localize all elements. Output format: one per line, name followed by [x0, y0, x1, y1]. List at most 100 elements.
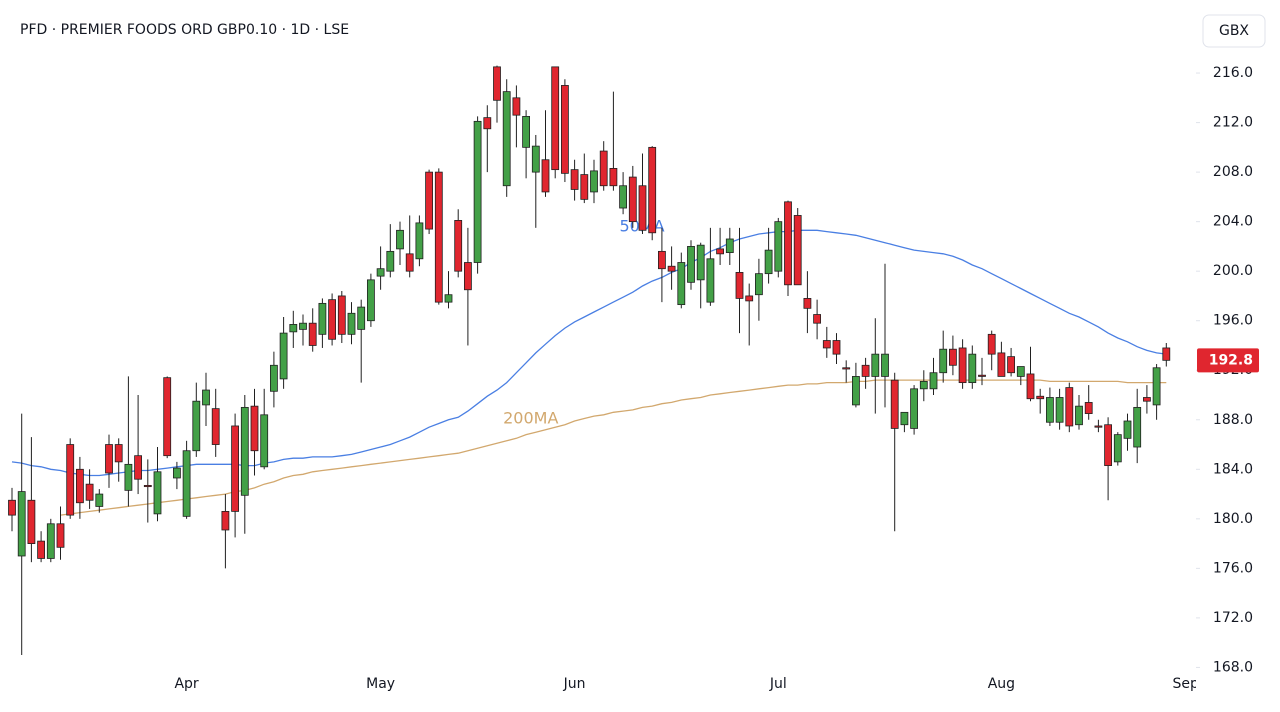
candle-body — [76, 468, 84, 504]
ma-label: 200MA — [503, 409, 558, 428]
candle-body — [541, 159, 550, 193]
candle-body — [949, 348, 957, 366]
candle-body — [1084, 402, 1093, 414]
x-tick-label: Sep — [1173, 676, 1200, 692]
y-tick-label: 168.0 — [1213, 659, 1253, 675]
candle-body — [619, 185, 627, 209]
candle-body — [105, 444, 113, 474]
candle-body — [425, 171, 434, 230]
candle-body — [279, 332, 288, 380]
candle-body — [871, 353, 880, 377]
candle-body — [861, 364, 870, 377]
candle-body — [580, 174, 589, 200]
currency-button[interactable] — [1202, 14, 1266, 48]
candle-body — [1143, 397, 1151, 402]
candle-body — [1123, 420, 1132, 439]
candle-body — [66, 444, 75, 516]
candle-body — [473, 120, 482, 263]
candle-body — [153, 471, 162, 515]
candle-body — [337, 295, 346, 335]
candle-body — [27, 499, 36, 544]
candle-body — [376, 268, 385, 277]
x-tick-label: Aug — [988, 676, 1015, 692]
candle-body — [493, 66, 501, 101]
candle-body — [1162, 347, 1171, 361]
candle-body — [46, 523, 55, 559]
candle-body — [434, 171, 443, 303]
candle-body — [648, 146, 657, 234]
candle-body — [813, 314, 821, 324]
candle-body — [561, 85, 569, 174]
candle-body — [638, 185, 647, 231]
candle-body — [803, 298, 812, 309]
candle-body — [308, 322, 317, 346]
candle-body — [366, 279, 375, 322]
y-tick-label: 180.0 — [1213, 511, 1253, 527]
candle-body — [415, 222, 424, 260]
y-tick-label: 212.0 — [1213, 115, 1253, 131]
candle-body — [706, 258, 715, 303]
candle-body — [1133, 406, 1142, 448]
candle-body — [599, 150, 608, 187]
candle-body — [522, 115, 530, 148]
candle-body — [1065, 387, 1074, 427]
candle-body — [1152, 367, 1161, 406]
candle-body — [143, 484, 152, 488]
candle-body — [260, 414, 269, 468]
candle-body — [696, 244, 705, 281]
y-tick-label: 216.0 — [1213, 65, 1253, 81]
candle-body — [793, 215, 802, 286]
candle-body — [755, 273, 763, 296]
candle-body — [570, 169, 579, 190]
candle-body — [842, 367, 851, 370]
candle-body — [716, 248, 724, 255]
last-price-label: 192.8 — [1209, 352, 1253, 368]
candle-body — [192, 400, 201, 452]
y-tick-label: 208.0 — [1213, 164, 1253, 180]
y-tick-label: 196.0 — [1213, 313, 1253, 329]
candle-body — [658, 250, 666, 270]
candle-body — [512, 97, 521, 116]
x-tick-label: Apr — [174, 676, 198, 692]
last-price-tag — [1197, 348, 1259, 373]
y-tick-label: 188.0 — [1213, 412, 1253, 428]
candle-body — [396, 229, 404, 250]
candle-body — [531, 145, 540, 173]
candle-body — [56, 523, 65, 548]
candle-body — [609, 168, 618, 187]
candle-body — [1113, 434, 1122, 463]
candle-body — [687, 246, 695, 283]
candle-body — [240, 406, 249, 496]
candle-body — [172, 467, 181, 479]
candle-body — [987, 333, 996, 355]
y-tick-label: 200.0 — [1213, 263, 1253, 279]
candle-body — [250, 405, 259, 452]
candle-body — [318, 302, 327, 335]
plot-area: AprMayJunJulAugSep50MA200MA — [8, 65, 1200, 692]
x-tick-label: Jul — [769, 676, 787, 692]
candle-body — [774, 221, 783, 272]
candle-body — [211, 408, 220, 445]
candle-body — [1007, 356, 1015, 374]
candle-body — [357, 306, 366, 330]
y-tick-label: 184.0 — [1213, 461, 1253, 477]
currency-label[interactable]: GBX — [1219, 23, 1249, 39]
candle-body — [182, 450, 191, 517]
candle-body — [1046, 397, 1054, 423]
candle-body — [1036, 395, 1045, 400]
candle-body — [929, 372, 938, 390]
candle-body — [978, 374, 986, 377]
candle-body — [745, 295, 754, 302]
candle-body — [386, 250, 395, 272]
candle-body — [881, 353, 889, 377]
moving-average-line — [11, 229, 1167, 477]
candle-body — [1016, 366, 1025, 377]
candle-body — [939, 348, 948, 374]
candle-body — [628, 176, 637, 223]
candle-body — [900, 411, 909, 426]
candle-body — [919, 380, 928, 390]
candle-body — [454, 220, 463, 272]
candle-body — [910, 388, 918, 429]
candle-body — [8, 499, 16, 516]
